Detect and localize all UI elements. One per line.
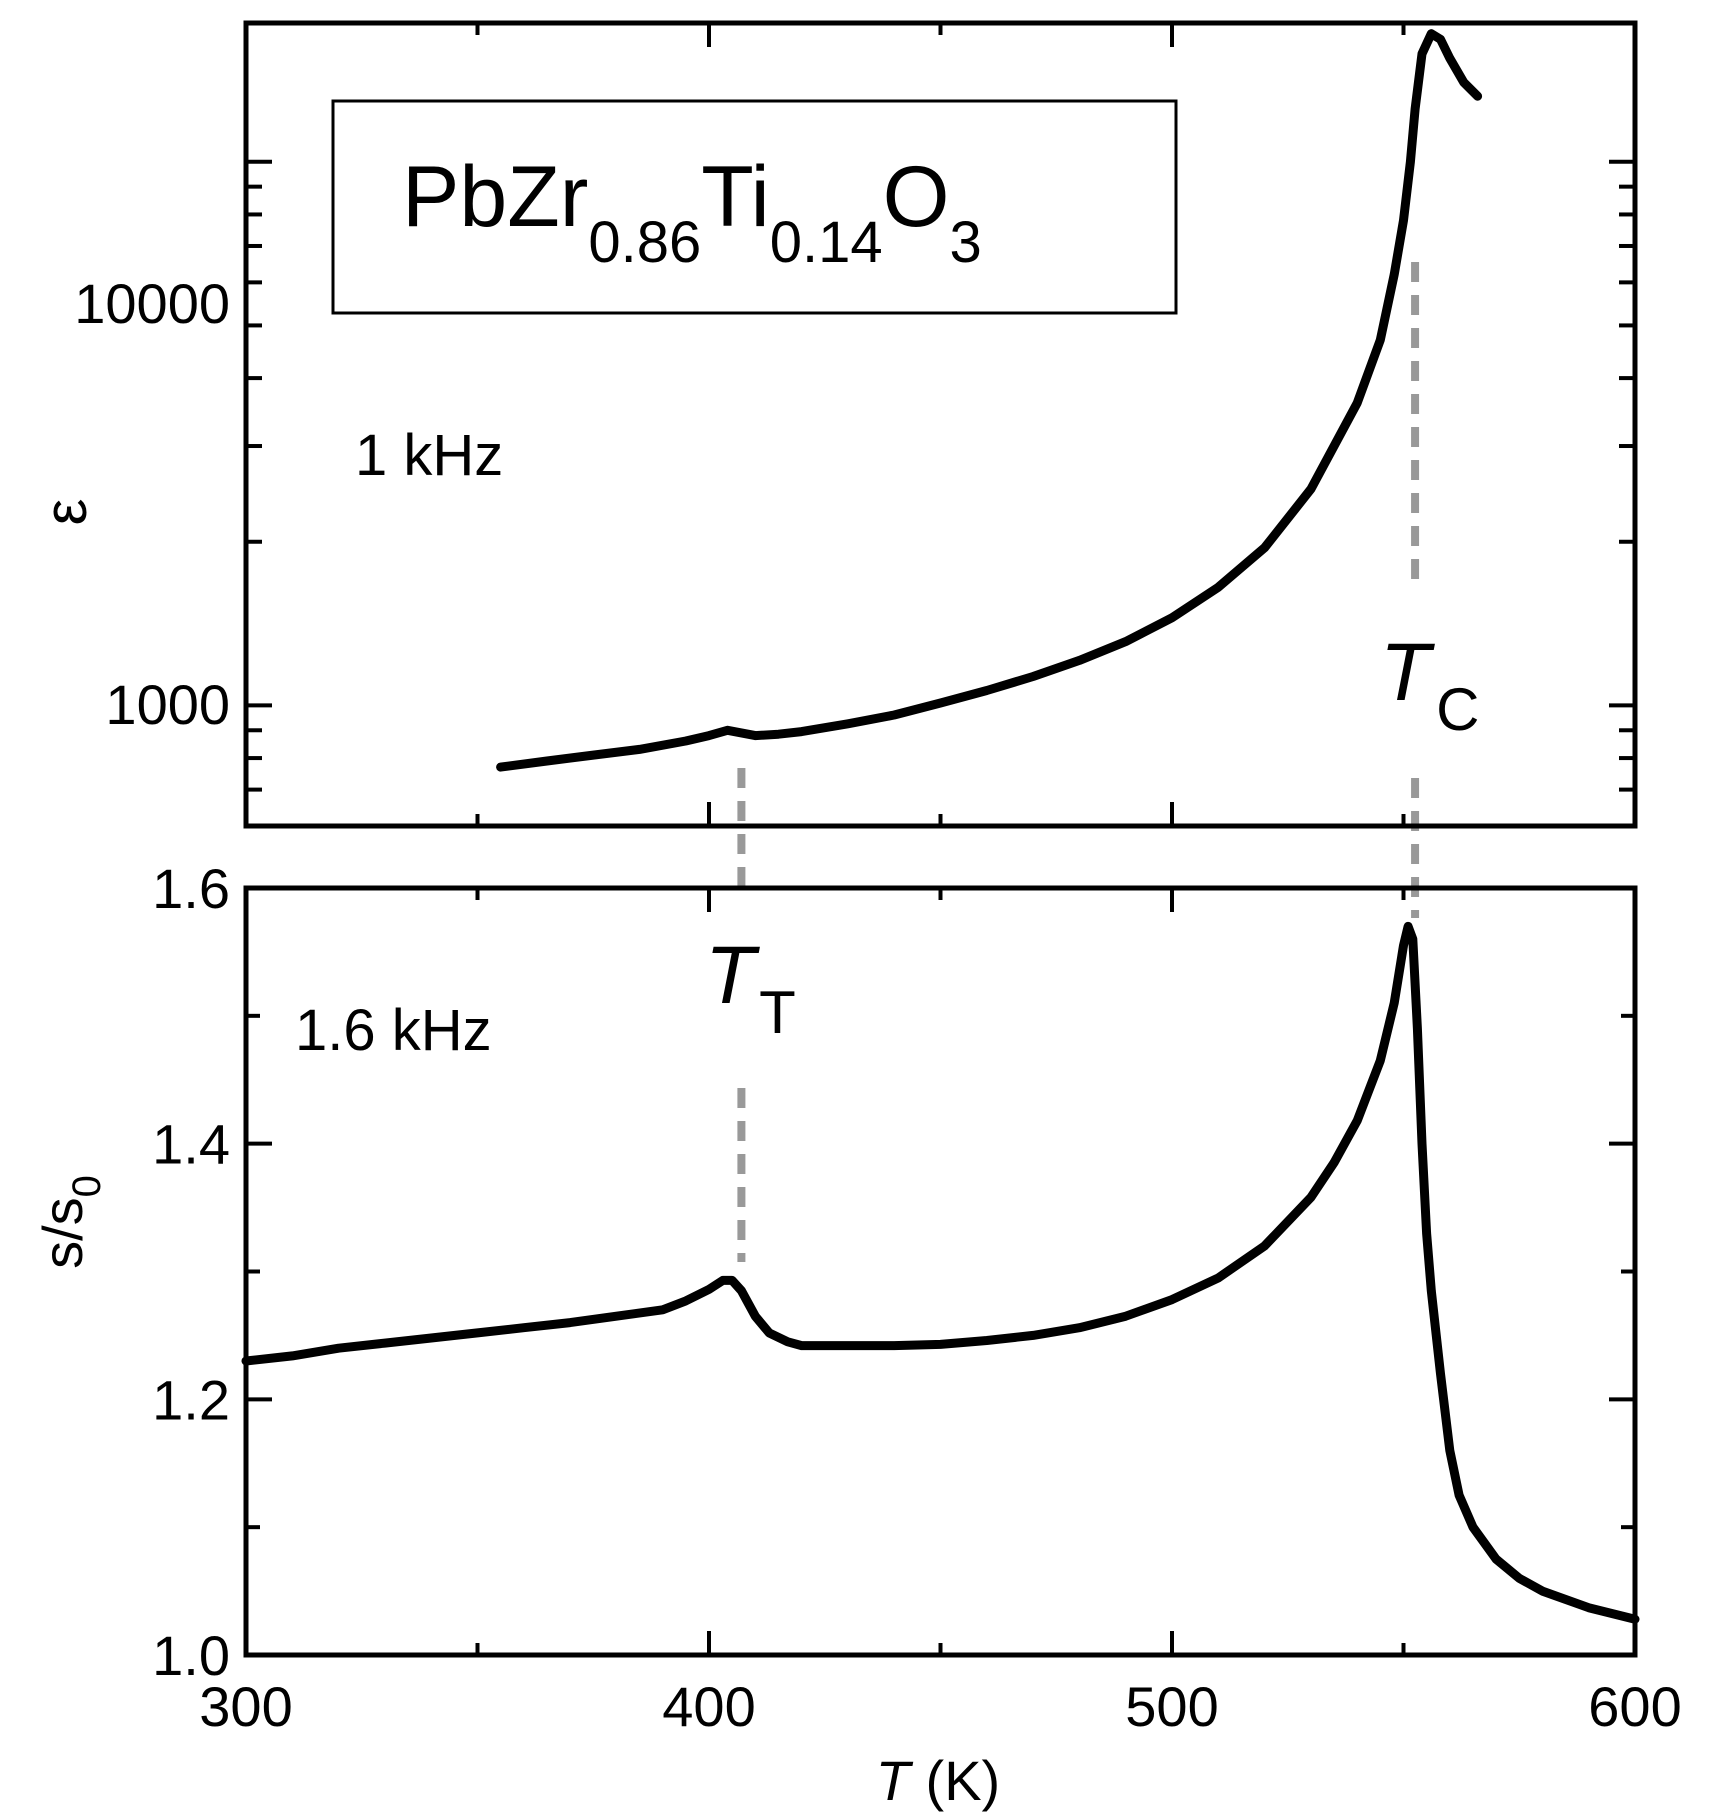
transition-guide-lines [737, 262, 1420, 1262]
compliance-curve [241, 921, 1640, 1624]
formula-box [331, 99, 1178, 315]
x-tick-label-300: 300 [199, 1675, 292, 1738]
freq-label-bottom: 1.6 kHz [295, 998, 492, 1063]
tick-marks [244, 23, 1637, 1657]
x-tick-label-500: 500 [1125, 1675, 1218, 1738]
y-axis-label-top: ε [32, 499, 99, 526]
y-tick-label-top-10000: 10000 [74, 272, 230, 335]
epsilon-curve [496, 29, 1483, 772]
x-tick-label-600: 600 [1588, 1675, 1681, 1738]
formula-title: PbZr0.86Ti0.14O3 [402, 149, 982, 275]
y-tick-label-bottom-1.6: 1.6 [152, 857, 230, 920]
y-tick-label-bottom-1.4: 1.4 [152, 1113, 230, 1176]
text-labels: PbZr0.86Ti0.14O3 1 kHz 1.6 kHz T C TT 10000 100… [31, 99, 1682, 1812]
y-tick-label-top-1000: 1000 [105, 673, 230, 736]
tt-label: TT [705, 930, 796, 1046]
y-tick-label-bottom-1.0: 1.0 [152, 1624, 230, 1687]
x-axis-label: T (K) [876, 1749, 1000, 1812]
y-axis-label-bottom: s/s0 [31, 1175, 109, 1269]
y-tick-label-bottom-1.2: 1.2 [152, 1368, 230, 1431]
freq-label-top: 1 kHz [355, 423, 503, 488]
x-tick-label-400: 400 [662, 1675, 755, 1738]
data-curves [241, 29, 1640, 1624]
